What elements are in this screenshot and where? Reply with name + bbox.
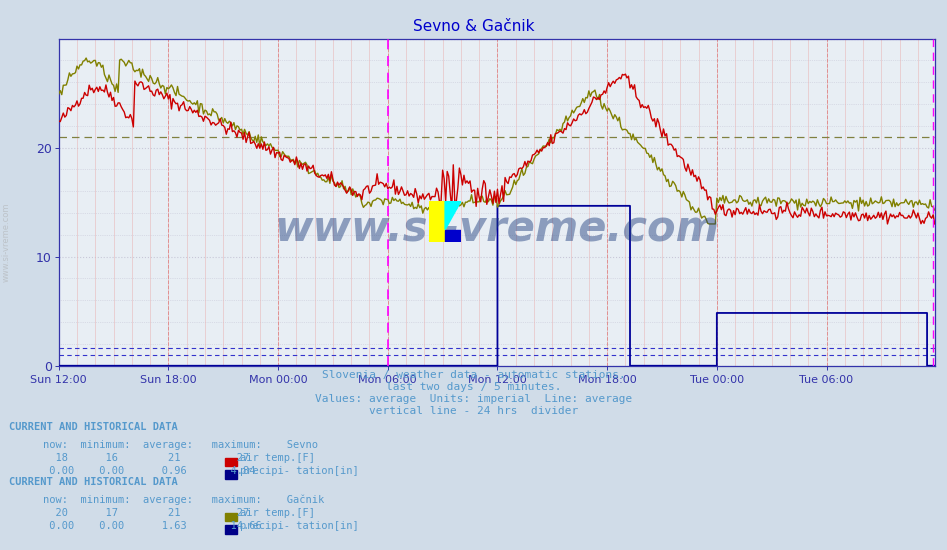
Text: Slovenia / weather data - automatic stations.: Slovenia / weather data - automatic stat… [322, 370, 625, 379]
Text: vertical line - 24 hrs  divider: vertical line - 24 hrs divider [369, 406, 578, 416]
Text: precipi- tation[in]: precipi- tation[in] [240, 465, 358, 476]
Text: 20      17        21         27: 20 17 21 27 [43, 508, 249, 518]
Text: www.si-vreme.com: www.si-vreme.com [275, 207, 719, 249]
Text: air temp.[F]: air temp.[F] [240, 508, 314, 518]
Text: 0.00    0.00      0.96       4.84: 0.00 0.00 0.96 4.84 [43, 465, 255, 476]
Text: CURRENT AND HISTORICAL DATA: CURRENT AND HISTORICAL DATA [9, 477, 178, 487]
Polygon shape [445, 229, 461, 242]
Text: now:  minimum:  average:   maximum:    Sevno: now: minimum: average: maximum: Sevno [43, 439, 317, 450]
Text: Sevno & Gačnik: Sevno & Gačnik [413, 19, 534, 34]
Text: CURRENT AND HISTORICAL DATA: CURRENT AND HISTORICAL DATA [9, 422, 178, 432]
Text: air temp.[F]: air temp.[F] [240, 453, 314, 463]
Text: 0.00    0.00      1.63       14.66: 0.00 0.00 1.63 14.66 [43, 520, 261, 531]
Polygon shape [445, 201, 461, 229]
Text: precipi- tation[in]: precipi- tation[in] [240, 520, 358, 531]
Polygon shape [429, 201, 445, 242]
Text: www.si-vreme.com: www.si-vreme.com [2, 202, 11, 282]
Text: now:  minimum:  average:   maximum:    Gačnik: now: minimum: average: maximum: Gačnik [43, 494, 324, 505]
Text: Values: average  Units: imperial  Line: average: Values: average Units: imperial Line: av… [314, 394, 633, 404]
Text: 18      16        21         27: 18 16 21 27 [43, 453, 249, 463]
Text: last two days / 5 minutes.: last two days / 5 minutes. [385, 382, 562, 392]
